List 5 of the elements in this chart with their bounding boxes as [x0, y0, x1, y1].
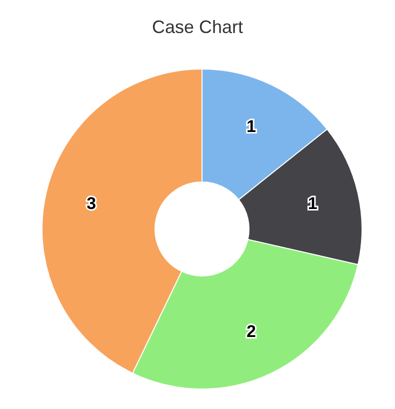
data-label: 1: [308, 194, 318, 214]
chart-title: Case Chart: [150, 17, 244, 38]
data-label: 1: [246, 117, 256, 136]
data-label: 3: [86, 194, 96, 214]
data-label: 2: [246, 322, 256, 341]
